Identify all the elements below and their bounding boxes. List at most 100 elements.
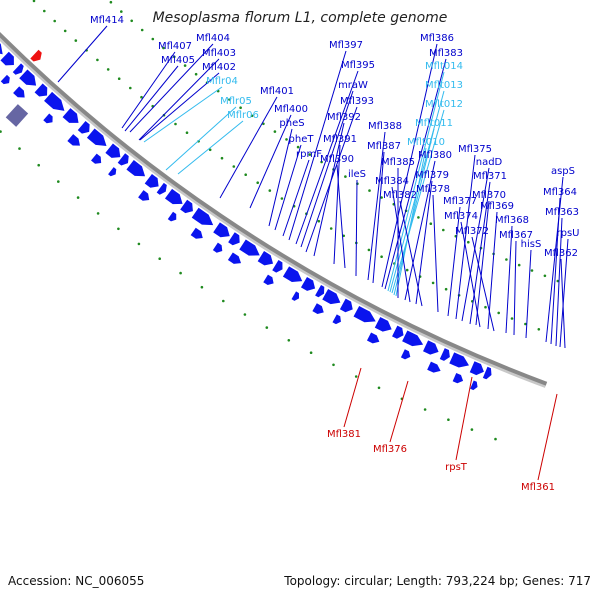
scale-dot (308, 153, 312, 156)
scale-dot (285, 138, 288, 141)
gene-label: Mflt013 (425, 80, 463, 91)
scale-dot (117, 227, 120, 231)
gene-label: Mfl386 (420, 33, 454, 44)
scale-dot (354, 375, 358, 378)
scale-dot (265, 326, 269, 329)
gene-label: Mfl375 (458, 144, 492, 155)
leader-line (461, 167, 490, 322)
backbone-shadow (0, 36, 546, 388)
reverse-gene-label: Mfl361 (521, 482, 555, 493)
gene-arrow-outer (108, 167, 117, 177)
scale-dot (556, 279, 560, 283)
leader-line (138, 58, 220, 141)
gene-label: Mfl364 (543, 187, 577, 198)
leader-line (393, 128, 435, 296)
gene-arrow-outer (332, 314, 341, 325)
scale-dot (37, 163, 40, 167)
gene-arrow-outer (91, 153, 102, 164)
scale-dot (53, 19, 56, 23)
leader-line (432, 194, 439, 313)
leader-line (57, 25, 108, 83)
gene-label: Mfl378 (416, 184, 450, 195)
leader-line (274, 144, 302, 231)
scale-dot (417, 216, 420, 219)
gene-label: Mflt014 (425, 61, 463, 72)
gene-arrow-outer (212, 242, 223, 253)
gene-arrow-outer (13, 86, 25, 98)
scale-dot (444, 287, 448, 291)
gene-arrow-outer (227, 252, 242, 264)
scale-dot (380, 255, 383, 258)
scale-dot (0, 130, 2, 133)
scale-dot (232, 165, 236, 168)
gene-arrow (191, 207, 214, 226)
scale-dot (32, 0, 36, 3)
scale-dot (130, 19, 133, 23)
gene-arrow (322, 289, 341, 305)
gene-arrow (239, 239, 260, 256)
scale-dot (140, 28, 144, 32)
leader-line (460, 221, 481, 328)
gene-arrow (117, 153, 129, 166)
gene-arrow (482, 366, 492, 380)
gene-label: hisS (521, 239, 542, 250)
scale-dot (405, 268, 409, 272)
scale-ticks (0, 0, 560, 441)
gene-arrow-outer (366, 332, 380, 344)
scale-dot (296, 145, 300, 149)
leader-line (333, 144, 341, 265)
scale-dot (423, 408, 427, 411)
gene-arrow (282, 266, 303, 282)
scale-dot (228, 98, 231, 101)
leader-line (560, 258, 566, 349)
gene-label: Mfl374 (444, 211, 478, 222)
gene-label: Mfl363 (545, 207, 579, 218)
gene-label: Mfl400 (274, 104, 308, 115)
gene-arrow (0, 51, 14, 66)
gene-label: rpsU (557, 228, 580, 239)
scale-dot (447, 418, 450, 422)
scale-dot (96, 58, 99, 62)
scale-dot (287, 339, 291, 342)
gene-arrow (272, 259, 283, 273)
gene-arrow (105, 143, 121, 158)
gene-arrow-outer (167, 211, 177, 222)
scale-dot (280, 197, 284, 200)
leader-line (268, 128, 293, 227)
gene-label: Mfl403 (202, 48, 236, 59)
gene-arrow (423, 340, 439, 355)
gene-label: Mfl379 (415, 170, 449, 181)
gene-label: Mflt010 (407, 137, 445, 148)
scale-dot (494, 437, 497, 441)
leader-line (143, 86, 223, 143)
gene-label: Mfl372 (455, 226, 489, 237)
scale-dot (329, 227, 333, 230)
leader-line (300, 90, 354, 248)
reverse-genes (30, 49, 42, 62)
scale-dot (368, 189, 371, 192)
reverse-gene-label: rpsT (445, 462, 468, 473)
gene-arrow (144, 173, 159, 188)
gene-arrows (0, 43, 492, 391)
leader-line (129, 43, 214, 133)
gene-label: Mfl371 (473, 171, 507, 182)
gene-arrow (213, 222, 230, 238)
scale-dot (309, 351, 313, 355)
scale-dot (173, 55, 176, 59)
scale-dot (183, 64, 187, 67)
gene-label: mraW (338, 80, 368, 91)
leader-line (381, 43, 438, 288)
leader-line (559, 238, 569, 348)
gene-arrow-outer (138, 190, 150, 201)
gene-label: Mfl387 (367, 141, 401, 152)
gene-arrow (374, 316, 392, 332)
gene-arrow (180, 199, 193, 214)
gene-label: Mfl380 (418, 150, 452, 161)
leader-line (372, 151, 385, 284)
gene-arrow (12, 63, 24, 75)
leader-line (219, 96, 278, 199)
gene-arrow (392, 325, 404, 339)
leader-line (391, 186, 411, 303)
gene-arrow-outer (452, 372, 464, 384)
